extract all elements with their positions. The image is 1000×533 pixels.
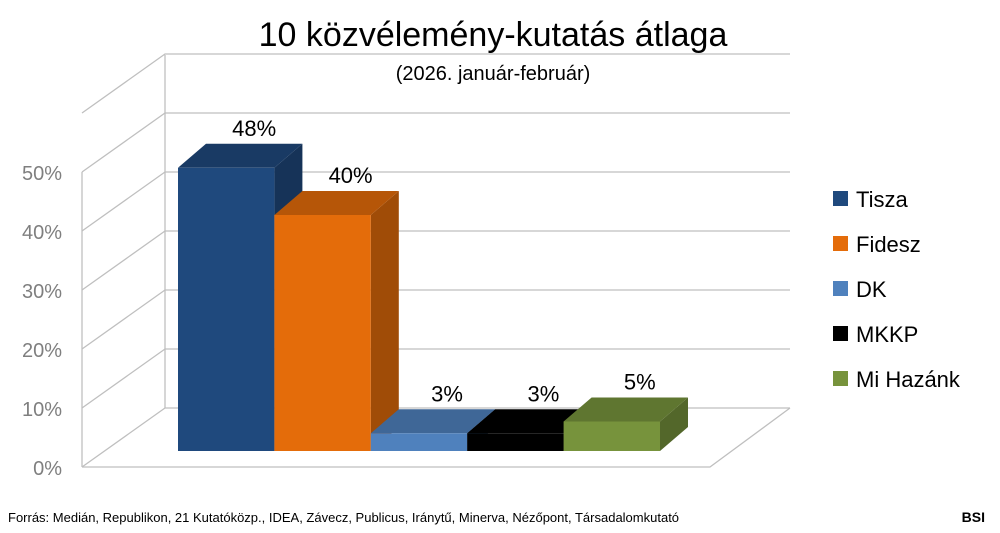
gridline — [81, 53, 790, 114]
chart-title: 10 közvélemény-kutatás átlaga — [259, 16, 728, 54]
bar-mi-hazánk — [563, 397, 688, 451]
gridlines — [81, 53, 791, 468]
data-labels: 48% 40% 3% 3% 5% — [232, 116, 656, 406]
y-tick-label: 50% — [22, 163, 62, 185]
bar-side — [370, 191, 399, 451]
y-tick-label: 10% — [22, 399, 62, 421]
legend-swatch — [833, 236, 848, 251]
gridline — [81, 171, 790, 232]
bars — [178, 143, 688, 452]
bar-front — [178, 167, 275, 452]
legend-label: Tisza — [856, 187, 909, 212]
legend-label: MKKP — [856, 322, 918, 347]
gridline — [81, 348, 790, 409]
legend: Tisza Fidesz DK MKKP Mi Hazánk — [833, 187, 961, 392]
y-tick-label: 20% — [22, 340, 62, 362]
data-label: 48% — [232, 116, 276, 141]
bar-front — [274, 215, 371, 451]
data-label: 40% — [329, 163, 373, 188]
y-tick-label: 40% — [22, 222, 62, 244]
bar-top — [467, 409, 592, 434]
bar-front — [563, 421, 660, 451]
source-note: Forrás: Medián, Republikon, 21 Kutatóköz… — [8, 510, 679, 525]
bar-top — [370, 409, 496, 434]
bar-top — [274, 191, 399, 215]
legend-swatch — [833, 326, 848, 341]
chart-subtitle: (2026. január-február) — [396, 63, 591, 85]
y-tick-label: 30% — [22, 281, 62, 303]
bar-side — [660, 397, 688, 451]
legend-label: Mi Hazánk — [856, 367, 961, 392]
y-axis-ticks: 0% 10% 20% 30% 40% 50% — [22, 163, 62, 480]
floor-edge — [82, 407, 791, 468]
legend-swatch — [833, 191, 848, 206]
bar-front — [467, 433, 564, 451]
brand-label: BSI — [962, 509, 985, 525]
legend-swatch — [833, 281, 848, 296]
data-label: 5% — [624, 370, 656, 395]
legend-label: DK — [856, 277, 887, 302]
data-label: 3% — [431, 381, 463, 406]
bar-front — [370, 433, 468, 451]
bar-top — [563, 397, 688, 422]
bar-fidesz — [274, 191, 399, 451]
gridline — [81, 112, 790, 173]
gridline — [81, 289, 790, 350]
bar-top — [178, 143, 303, 168]
legend-swatch — [833, 371, 848, 386]
gridline — [81, 230, 790, 291]
data-label: 3% — [528, 381, 560, 406]
y-tick-label: 0% — [33, 458, 62, 480]
legend-label: Fidesz — [856, 232, 921, 257]
